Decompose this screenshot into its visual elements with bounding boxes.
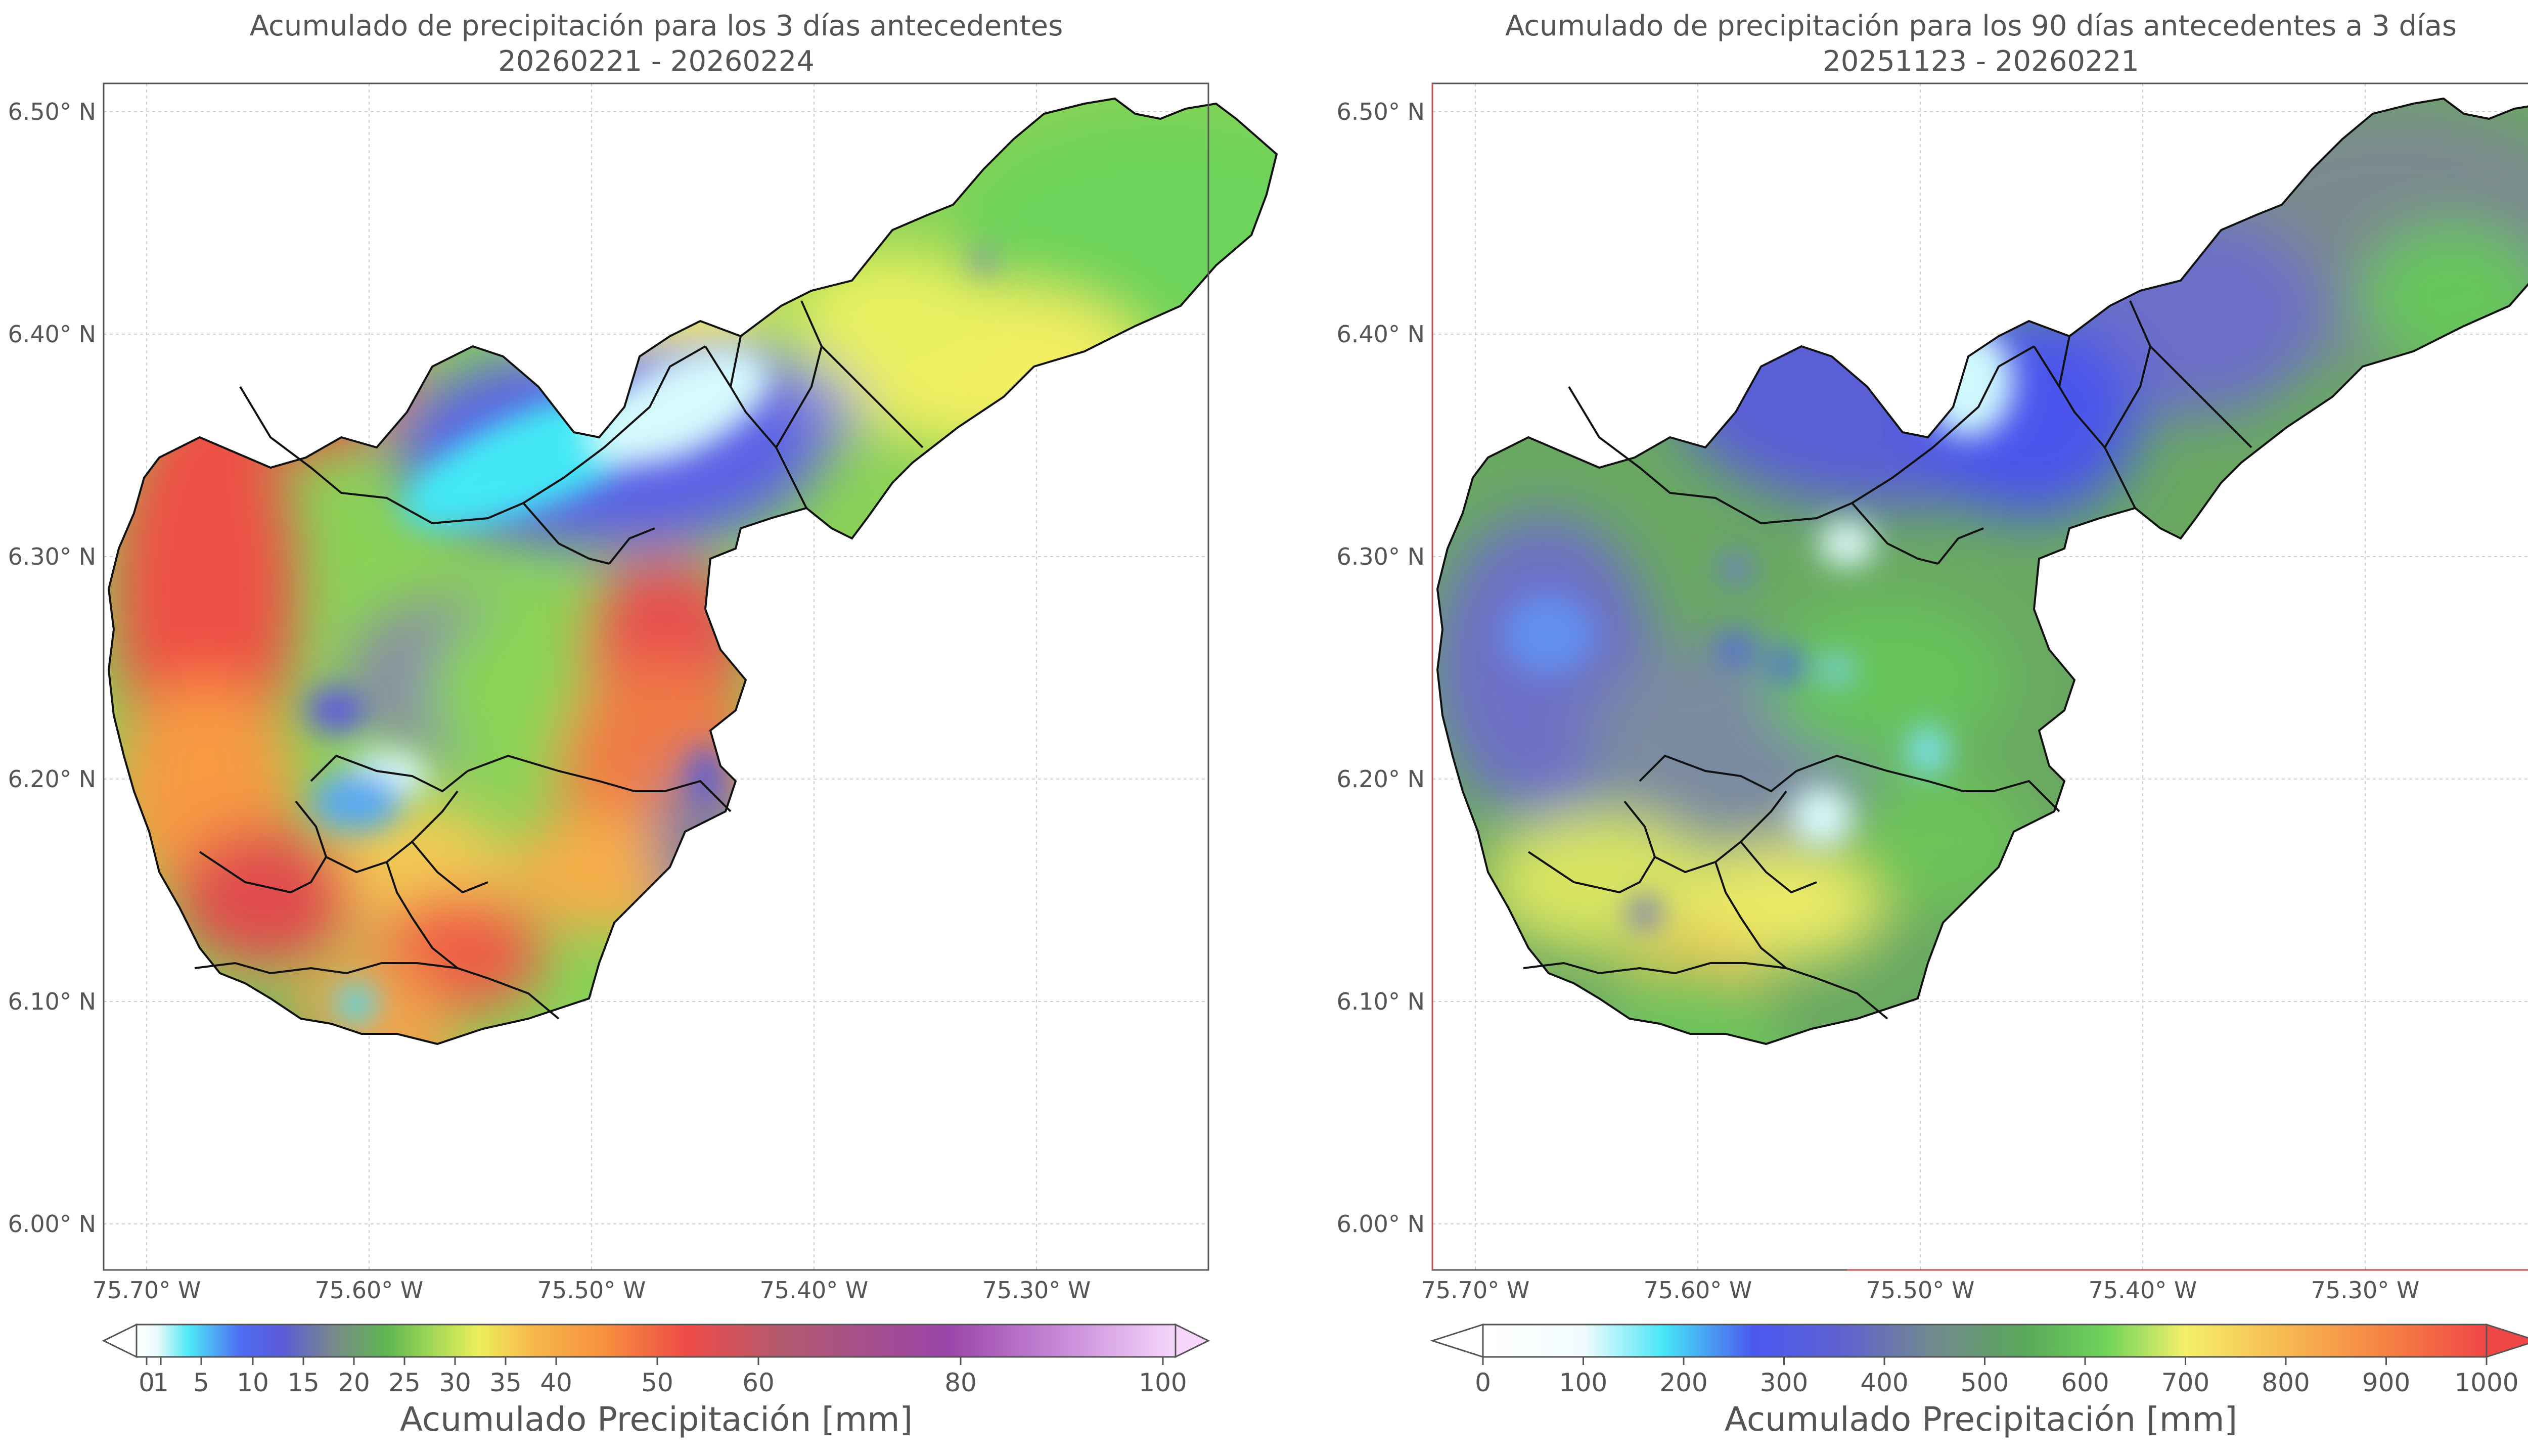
lon-tick: 75.70° W	[1421, 1277, 1530, 1304]
lon-tick-labels: 75.70° W 75.60° W 75.50° W 75.40° W 75.3…	[93, 1277, 1091, 1304]
colorbar-tick-label: 200	[1659, 1368, 1707, 1397]
colorbar-tick-label: 35	[489, 1368, 522, 1397]
colorbar-extend-left	[102, 1323, 138, 1358]
lat-tick: 6.50° N	[1337, 98, 1425, 125]
lon-tick: 75.40° W	[760, 1277, 869, 1304]
colorbar-tick-label: 15	[287, 1368, 320, 1397]
lon-tick: 75.50° W	[1866, 1277, 1975, 1304]
colorbar-tick-label: 40	[540, 1368, 572, 1397]
lon-tick: 75.30° W	[982, 1277, 1091, 1304]
colorbar-tick-label: 80	[944, 1368, 977, 1397]
lat-tick: 6.20° N	[1337, 765, 1425, 793]
lon-tick: 75.50° W	[537, 1277, 646, 1304]
lat-tick: 6.10° N	[8, 988, 96, 1015]
colorbar-tick-label: 30	[439, 1368, 471, 1397]
colorbar-tick-label: 400	[1860, 1368, 1908, 1397]
lat-tick: 6.00° N	[8, 1210, 96, 1238]
colorbar-tick-label: 25	[388, 1368, 421, 1397]
colorbar-tick-label: 0	[139, 1368, 155, 1397]
lat-tick: 6.10° N	[1337, 988, 1425, 1015]
lat-tick-labels: 6.50° N 6.40° N 6.30° N 6.20° N 6.10° N …	[8, 98, 96, 1238]
colorbar-tick-label: 100	[1139, 1368, 1187, 1397]
colorbar: 01 5 10 15 20 25 30 35 40 50 60 80 100 Acumulado Pre…	[102, 1323, 1210, 1439]
lat-tick: 6.40° N	[8, 321, 96, 348]
precipitation-field	[109, 99, 1277, 1044]
lat-tick: 6.00° N	[1337, 1210, 1425, 1238]
map-frame	[103, 82, 1209, 1271]
panel-title-line2: 20251123 - 20260221	[1823, 45, 2139, 78]
colorbar-tick-label: 20	[338, 1368, 370, 1397]
colorbar: 0 100 200 300 400 500 600 700 800 900 1000 Acumula…	[1430, 1323, 2528, 1439]
colorbar-tick-label: 1	[153, 1368, 169, 1397]
colorbar-tick-label: 50	[641, 1368, 673, 1397]
colorbar-tick-label: 10	[237, 1368, 269, 1397]
colorbar-tick-label: 700	[2161, 1368, 2209, 1397]
lat-tick: 6.40° N	[1337, 321, 1425, 348]
colorbar-label: Acumulado Precipitación [mm]	[1725, 1400, 2237, 1439]
lat-tick: 6.30° N	[1337, 543, 1425, 570]
colorbar-tick-label: 800	[2262, 1368, 2310, 1397]
precipitation-field	[1437, 99, 2528, 1044]
colorbar-tick-label: 500	[1961, 1368, 2009, 1397]
lat-tick: 6.30° N	[8, 543, 96, 570]
colorbar-extend-right	[2486, 1323, 2528, 1358]
panel-title-line1: Acumulado de precipitación para los 3 dí…	[250, 10, 1063, 42]
lat-tick: 6.50° N	[8, 98, 96, 125]
colorbar-tick-label: 0	[1475, 1368, 1491, 1397]
colorbar-tick-label: 60	[742, 1368, 775, 1397]
lat-tick: 6.20° N	[8, 765, 96, 793]
colorbar-extend-right	[1175, 1323, 1210, 1358]
colorbar-tick-label: 600	[2061, 1368, 2109, 1397]
colorbar-tick-label: 900	[2362, 1368, 2410, 1397]
colorbar-label: Acumulado Precipitación [mm]	[400, 1400, 913, 1439]
municipal-boundaries	[1523, 300, 2252, 1020]
panel-title-line2: 20260221 - 20260224	[498, 45, 815, 78]
colorbar-tick-label: 1000	[2454, 1368, 2518, 1397]
lat-tick-labels: 6.50° N 6.40° N 6.30° N 6.20° N 6.10° N …	[1337, 98, 1425, 1238]
colorbar-bar	[1482, 1324, 2488, 1358]
colorbar-tick-label: 5	[193, 1368, 209, 1397]
colorbar-bar	[136, 1324, 1177, 1358]
lon-tick: 75.30° W	[2311, 1277, 2420, 1304]
lon-tick: 75.40° W	[2089, 1277, 2197, 1304]
lon-tick: 75.60° W	[315, 1277, 424, 1304]
lon-tick: 75.60° W	[1644, 1277, 1752, 1304]
panel-3-days: Acumulado de precipitación para los 3 dí…	[8, 10, 1278, 1439]
colorbar-tick-label: 100	[1559, 1368, 1607, 1397]
panel-90-days: Acumulado de precipitación para los 90 d…	[1337, 10, 2528, 1439]
municipal-boundaries	[194, 300, 924, 1020]
lon-tick-labels: 75.70° W 75.60° W 75.50° W 75.40° W 75.3…	[1421, 1277, 2420, 1304]
colorbar-extend-left	[1430, 1323, 1484, 1358]
lon-tick: 75.70° W	[93, 1277, 201, 1304]
panel-title-line1: Acumulado de precipitación para los 90 d…	[1505, 10, 2457, 42]
colorbar-tick-label: 300	[1760, 1368, 1808, 1397]
